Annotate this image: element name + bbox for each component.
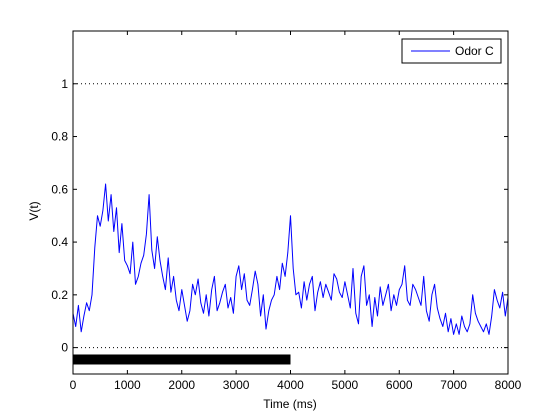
y-tick-label: 1: [61, 77, 68, 91]
y-tick-label: 0.8: [51, 130, 68, 144]
x-tick-label: 2000: [168, 378, 195, 392]
stimulus-bar: [73, 354, 291, 364]
x-tick-label: 7000: [440, 378, 467, 392]
x-tick-label: 1000: [114, 378, 141, 392]
legend: Odor C: [402, 39, 501, 63]
y-tick-label: 0: [61, 341, 68, 355]
y-tick-label: 0.4: [51, 235, 68, 249]
x-tick-label: 6000: [386, 378, 413, 392]
y-axis-label: V(t): [27, 201, 41, 220]
x-tick-label: 0: [70, 378, 77, 392]
y-tick-label: 0.2: [51, 288, 68, 302]
x-axis-label: Time (ms): [263, 397, 317, 411]
x-tick-label: 4000: [277, 378, 304, 392]
x-tick-label: 5000: [332, 378, 359, 392]
x-tick-label: 8000: [495, 378, 522, 392]
stimulus-layer: [73, 354, 291, 364]
legend-label-odor-c: Odor C: [455, 44, 494, 58]
x-tick-label: 3000: [223, 378, 250, 392]
plot-background: [73, 31, 508, 374]
y-tick-label: 0.6: [51, 182, 68, 196]
